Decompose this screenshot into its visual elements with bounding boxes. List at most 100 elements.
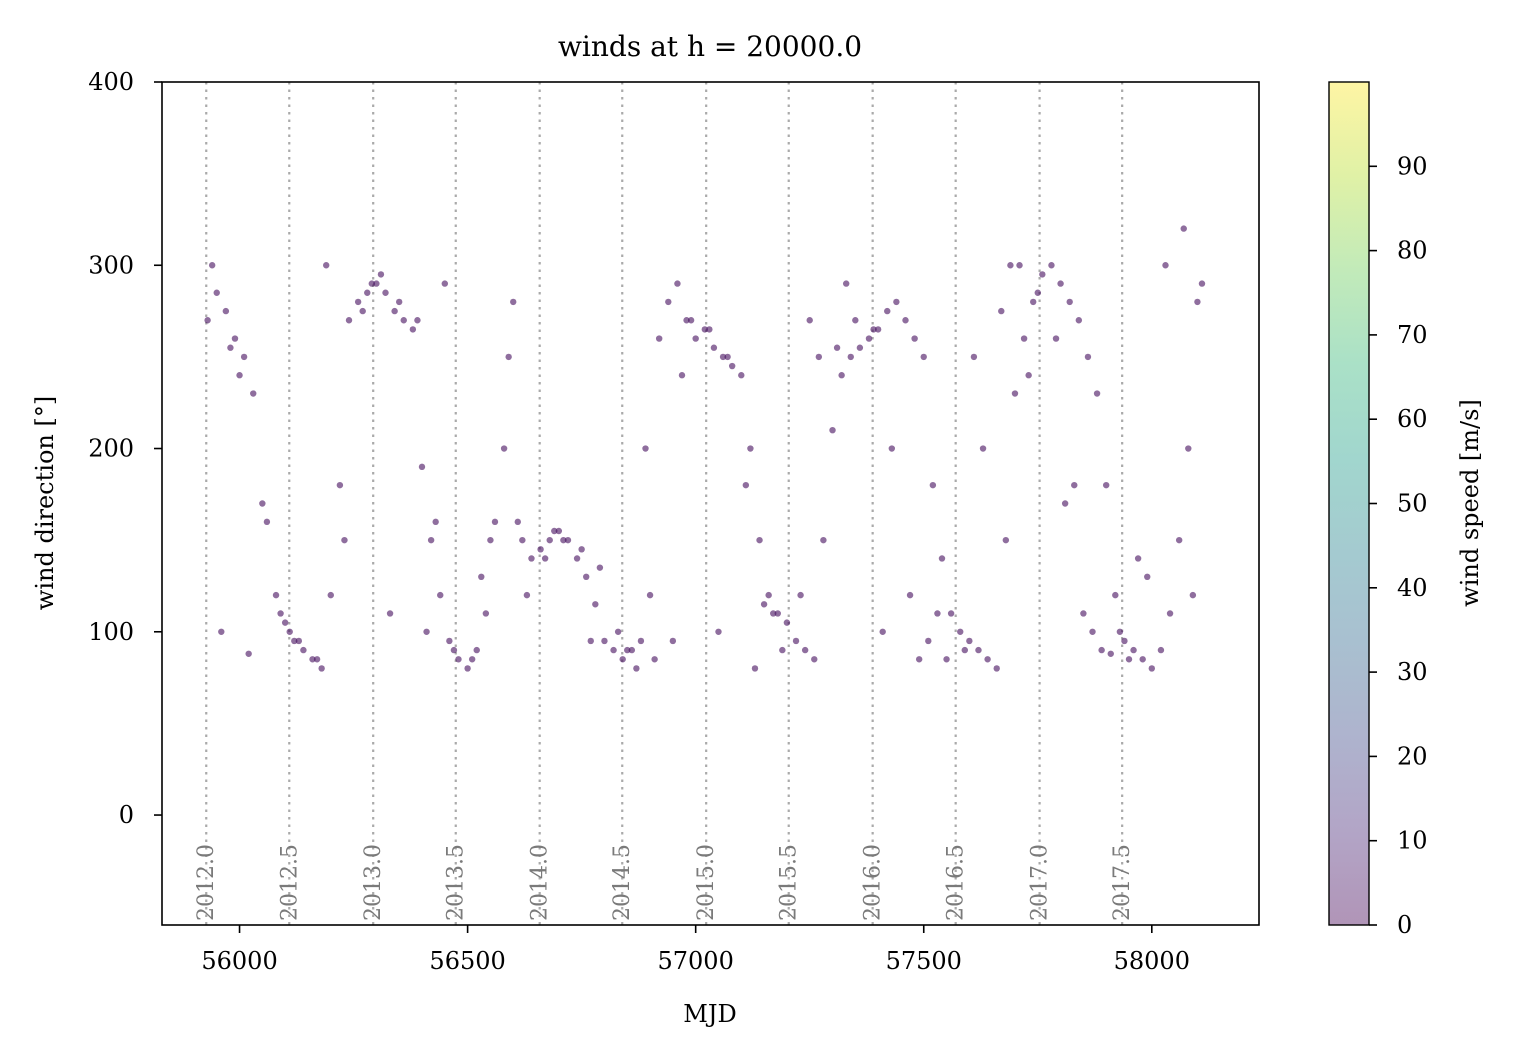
scatter-point-178 [642,445,649,452]
scatter-point-78 [920,353,927,361]
scatter-point-22 [409,326,417,333]
year-label-4: 2014.0 [528,844,553,921]
colorbar-tick-label-0: 0 [1397,911,1412,939]
y-tick-label-4: 400 [88,68,134,96]
scatter-point-105 [1166,610,1174,617]
scatter-point-139 [742,481,750,489]
scatter-point-28 [464,665,471,672]
x-tick-label-0: 56000 [201,947,277,975]
scatter-point-88 [1011,390,1019,397]
colorbar-tick-label-7: 70 [1397,321,1428,349]
scatter-point-127 [523,591,531,599]
scatter-point-183 [806,317,813,324]
year-label-1: 2012.5 [277,844,302,921]
scatter-point-186 [915,656,923,663]
scatter-point-52 [683,317,690,324]
scatter-point-173 [478,573,485,581]
scatter-point-152 [979,445,987,452]
colorbar-ticks: 0 10 20 30 40 50 60 70 80 90 [1369,152,1428,939]
scatter-point-172 [441,280,449,287]
scatter-point-23 [418,463,426,471]
scatter-point-0 [204,317,211,324]
scatter-point-49 [655,335,663,342]
y-tick-label-2: 200 [88,435,134,463]
scatter-point-158 [1089,628,1096,635]
scatter-point-134 [651,656,658,663]
year-label-8: 2016.0 [861,844,886,921]
scatter-point-184 [842,280,850,287]
scatter-point-161 [1144,573,1151,581]
scatter-point-167 [286,628,293,635]
scatter-point-37 [546,536,553,544]
scatter-point-66 [811,656,818,663]
scatter-point-51 [674,280,681,287]
scatter-point-109 [1198,280,1206,287]
scatter-point-36 [537,546,544,553]
colorbar-tick-label-9: 90 [1397,152,1428,180]
scatter-point-61 [765,591,772,599]
scatter-point-72 [865,335,873,342]
scatter-point-197 [1171,0,1177,3]
scatter-point-48 [646,591,654,599]
scatter-point-96 [1084,353,1092,361]
scatter-point-102 [1139,656,1146,663]
year-label-10: 2017.0 [1028,844,1053,921]
scatter-point-103 [1148,665,1156,672]
colorbar-tick-label-3: 30 [1397,658,1428,686]
scatter-point-90 [1030,298,1037,306]
scatter-point-12 [318,665,325,672]
scatter-point-159 [1107,650,1114,657]
scatter-point-118 [359,307,366,315]
scatter-point-16 [354,298,362,306]
x-tick-label-3: 57500 [886,947,962,975]
scatter-point-163 [1180,225,1187,232]
scatter-point-196 [1153,0,1159,3]
scatter-point-87 [1002,536,1010,544]
scatter-point-140 [760,601,768,608]
scatter-point-25 [437,591,444,599]
scatter-point-123 [450,646,458,654]
y-axis-label: wind direction [°] [31,396,59,610]
scatter-point-143 [815,353,823,361]
year-marker-lines [205,82,1124,925]
scatter-point-190 [1025,372,1032,379]
scatter-point-59 [747,445,754,452]
scatter-point-43 [601,637,608,645]
scatter-point-53 [692,335,699,342]
scatter-point-182 [770,610,777,617]
scatter-point-35 [528,555,535,562]
scatter-point-145 [852,317,859,324]
scatter-point-162 [1162,262,1169,269]
scatter-point-160 [1125,656,1133,663]
scatter-point-168 [323,262,330,269]
scatter-point-153 [998,307,1005,315]
scatter-point-21 [400,317,407,324]
scatter-point-73 [874,326,882,333]
scatter-point-147 [888,445,896,452]
scatter-point-13 [327,591,334,599]
scatter-point-32 [500,445,508,452]
scatter-point-4 [240,353,248,361]
scatter-point-189 [1007,262,1014,269]
scatter-point-39 [564,536,572,544]
scatter-point-135 [669,637,677,645]
y-tick-label-0: 0 [119,801,134,829]
scatter-point-80 [938,555,946,562]
scatter-point-57 [728,362,736,370]
scatter-point-113 [259,500,266,507]
scatter-point-46 [628,646,636,654]
scatter-point-50 [665,298,672,306]
scatter-point-111 [227,344,234,351]
scatter-point-81 [947,610,955,617]
scatter-point-165 [218,628,225,635]
scatter-point-181 [751,665,759,672]
scatter-point-141 [779,646,786,654]
scatter-point-15 [345,317,353,324]
scatter-point-42 [592,601,599,608]
scatter-point-177 [624,646,631,654]
scatter-point-7 [272,591,280,599]
scatter-point-138 [724,353,731,361]
scatter-point-129 [560,536,567,544]
scatter-point-112 [236,372,243,379]
scatter-point-146 [870,326,877,333]
